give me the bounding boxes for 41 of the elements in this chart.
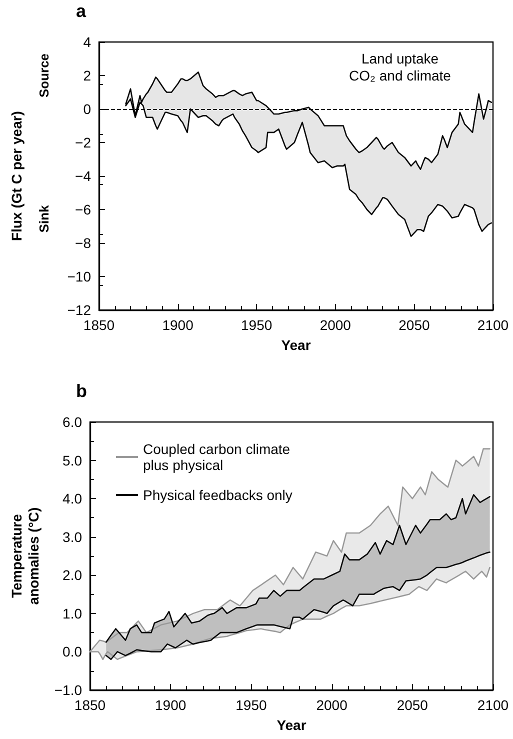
x-tick-label: 1900 (155, 697, 186, 713)
y-tick-label: 6.0 (62, 414, 82, 430)
y-tick-label: 0 (83, 101, 92, 117)
y-tick-label: −1.0 (54, 682, 82, 698)
y-tick-label: −10 (67, 268, 92, 284)
x-tick-label: 2000 (316, 697, 348, 713)
x-tick-label: 2050 (398, 317, 430, 333)
x-tick-label: 2050 (396, 697, 428, 713)
y-tick-label: −6 (75, 202, 92, 218)
x-tick-label: 2100 (477, 317, 509, 333)
y-axis-title: Flux (Gt C per year) (8, 111, 24, 241)
x-axis-title: Year (276, 717, 307, 733)
x-tick-label: 1950 (236, 697, 267, 713)
y-tick-label: 0.0 (62, 644, 82, 660)
annotation: Land uptake CO₂ and climate (349, 50, 452, 84)
x-tick-label: 1850 (74, 697, 106, 713)
x-tick-label: 1950 (241, 317, 272, 333)
y-tick-label: 5.0 (62, 452, 82, 468)
x-axis-title: Year (281, 337, 312, 353)
y-tick-label: −12 (67, 302, 92, 318)
y-tick-label: 3.0 (62, 528, 82, 545)
text: Source (36, 53, 52, 98)
y-tick-label: 1.0 (62, 605, 82, 622)
x-tick-label: 2000 (320, 317, 352, 333)
y-tick-label: −4 (75, 168, 92, 184)
y-axis-title: Temperature anomalies (°C) (8, 507, 42, 605)
x-tick-label: 1900 (162, 317, 194, 333)
text: Sink (36, 204, 52, 233)
chart-title: b (76, 381, 87, 401)
legend-label: Coupled carbon climate plus physical (143, 441, 294, 473)
x-tick-label: 1850 (83, 317, 115, 333)
y-tick-label: −2 (75, 134, 92, 150)
y-tick-label: −8 (75, 235, 92, 251)
y-tick-label: 4 (83, 34, 92, 50)
chart-title: a (76, 1, 87, 21)
y-tick-label: 4.0 (62, 490, 82, 507)
x-tick-label: 2100 (477, 697, 509, 713)
legend-label: Physical feedbacks only (143, 487, 292, 503)
y-tick-label: 2 (83, 68, 92, 84)
y-tick-label: 2.0 (62, 567, 82, 584)
line-series (105, 552, 490, 660)
